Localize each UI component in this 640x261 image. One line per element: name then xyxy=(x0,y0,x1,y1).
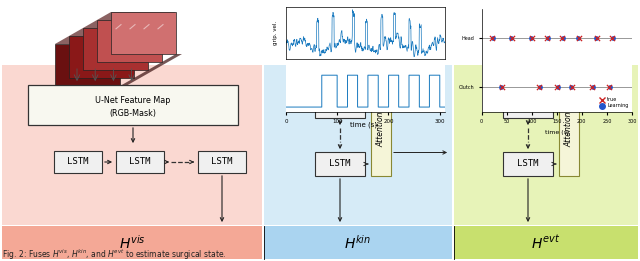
Text: LSTM: LSTM xyxy=(211,157,233,167)
Text: LSTM: LSTM xyxy=(329,159,351,169)
Bar xyxy=(315,94,365,118)
Polygon shape xyxy=(55,36,134,44)
Polygon shape xyxy=(83,20,162,28)
Text: grip. vel.: grip. vel. xyxy=(273,21,278,45)
Bar xyxy=(83,28,148,70)
Polygon shape xyxy=(134,70,154,78)
Bar xyxy=(454,65,638,225)
Text: time (s): time (s) xyxy=(350,122,377,128)
Bar xyxy=(264,65,452,225)
Text: $H^{vis}$: $H^{vis}$ xyxy=(118,234,145,251)
Bar xyxy=(69,36,134,78)
Text: U-Net Feature Map: U-Net Feature Map xyxy=(95,96,171,105)
Bar xyxy=(198,151,246,173)
Bar xyxy=(315,152,365,176)
Text: LSTM: LSTM xyxy=(517,102,539,110)
Bar xyxy=(116,151,164,173)
Text: Attention: Attention xyxy=(376,111,385,147)
Bar xyxy=(2,65,262,225)
Bar xyxy=(503,152,553,176)
Bar xyxy=(54,151,102,173)
Bar xyxy=(97,20,162,62)
Bar xyxy=(28,85,238,125)
Bar xyxy=(559,82,579,176)
Bar xyxy=(371,82,391,176)
Text: LSTM: LSTM xyxy=(129,157,151,167)
Text: $H^{evt}$: $H^{evt}$ xyxy=(531,234,561,251)
Polygon shape xyxy=(69,28,148,36)
Text: Attention: Attention xyxy=(564,111,573,147)
Bar xyxy=(264,226,452,259)
Bar xyxy=(454,226,638,259)
Polygon shape xyxy=(97,12,176,20)
Polygon shape xyxy=(162,54,182,62)
Bar xyxy=(503,94,553,118)
Polygon shape xyxy=(120,78,140,86)
Polygon shape xyxy=(148,62,168,70)
Text: $H^{kin}$: $H^{kin}$ xyxy=(344,234,372,251)
Bar xyxy=(2,226,262,259)
Text: LSTM: LSTM xyxy=(329,102,351,110)
Text: LSTM: LSTM xyxy=(67,157,89,167)
Text: (RGB-Mask): (RGB-Mask) xyxy=(109,109,157,118)
Text: LSTM: LSTM xyxy=(517,159,539,169)
Text: Fig. 2: Fuses $H^{vis}$, $H^{kin}$, and $H^{evt}$ to estimate surgical state.: Fig. 2: Fuses $H^{vis}$, $H^{kin}$, and … xyxy=(2,248,227,261)
Bar xyxy=(55,44,120,86)
Bar xyxy=(111,12,176,54)
